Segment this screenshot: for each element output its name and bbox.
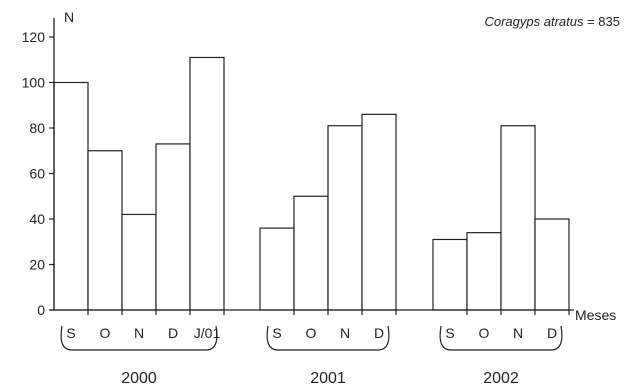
x-tick-label: O xyxy=(100,325,111,341)
year-label: 2002 xyxy=(483,370,519,387)
bar xyxy=(259,227,295,311)
bar xyxy=(121,213,157,311)
year-bracket xyxy=(266,325,390,351)
x-tick-label: O xyxy=(306,325,317,341)
x-tick-label: D xyxy=(374,325,384,341)
species-annotation: Coragyps atratus = 835 xyxy=(484,14,620,29)
bar xyxy=(327,125,363,311)
bar xyxy=(189,56,225,311)
y-ticks: 0 20 40 60 80 100 120 xyxy=(22,29,54,318)
x-tick-label: S xyxy=(66,325,75,341)
x-tick-label: S xyxy=(272,325,281,341)
y-tick-label: 0 xyxy=(37,302,45,318)
y-tick-label: 120 xyxy=(22,29,46,45)
y-tick-label: 40 xyxy=(29,211,45,227)
x-axis-label: Meses xyxy=(575,307,616,323)
bar xyxy=(432,238,468,311)
y-tick-label: 20 xyxy=(29,257,45,273)
bar xyxy=(500,125,536,311)
y-tick-label: 80 xyxy=(29,120,45,136)
year-brackets xyxy=(60,325,563,351)
species-name: Coragyps atratus xyxy=(484,14,583,29)
year-label: 2000 xyxy=(121,370,157,387)
bar xyxy=(87,150,123,311)
x-tick-label: N xyxy=(513,325,523,341)
x-tick-label: O xyxy=(479,325,490,341)
bars xyxy=(53,56,570,311)
x-tick-label: N xyxy=(340,325,350,341)
x-tick-label: D xyxy=(547,325,557,341)
axes: N Meses Coragyps atratus = 835 xyxy=(50,9,620,323)
bar xyxy=(466,232,502,311)
year-bracket xyxy=(439,325,563,351)
bar xyxy=(361,113,397,311)
bar xyxy=(155,143,191,311)
x-tick-label: D xyxy=(168,325,178,341)
y-tick-label: 60 xyxy=(29,166,45,182)
year-label: 2001 xyxy=(310,370,346,387)
x-tick-label: S xyxy=(445,325,454,341)
x-tick-labels: S O N D J/01 S O N D S O N D xyxy=(66,310,570,341)
x-tick-label: N xyxy=(134,325,144,341)
bar xyxy=(53,81,89,311)
y-axis-label: N xyxy=(64,9,74,25)
year-bracket xyxy=(60,325,218,351)
year-labels: 2000 2001 2002 xyxy=(121,370,519,387)
y-tick-label: 100 xyxy=(22,75,46,91)
bar xyxy=(534,218,570,311)
x-tick-label: J/01 xyxy=(194,325,221,341)
bar xyxy=(293,195,329,311)
species-total: = 835 xyxy=(583,14,620,29)
